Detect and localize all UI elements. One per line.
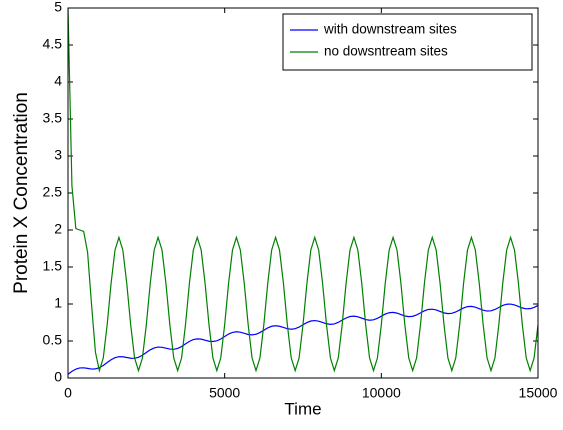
y-tick-label: 2	[54, 221, 62, 237]
y-tick-label: 0	[54, 369, 62, 385]
legend-label: no dowsntream sites	[324, 44, 448, 59]
x-axis-label: Time	[284, 399, 321, 418]
x-tick-label: 5000	[209, 385, 240, 401]
plot-frame	[67, 7, 539, 379]
y-tick-label: 3	[54, 147, 62, 163]
x-tick-label: 10000	[362, 385, 401, 401]
y-tick-label: 3.5	[43, 110, 63, 126]
legend-box	[282, 13, 533, 71]
y-axis-label: Protein X Concentration	[11, 92, 32, 294]
y-tick-label: 0.5	[43, 332, 63, 348]
y-tick-label: 5	[54, 0, 62, 15]
y-tick-label: 2.5	[43, 184, 63, 200]
y-tick-label: 1	[54, 295, 62, 311]
y-tick-label: 4	[54, 73, 62, 89]
legend-label: with downstream sites	[323, 22, 457, 37]
series-line	[68, 8, 538, 373]
x-tick-label: 15000	[519, 385, 558, 401]
y-tick-label: 1.5	[43, 258, 63, 274]
x-tick-label: 0	[64, 385, 72, 401]
y-tick-label: 4.5	[43, 36, 63, 52]
